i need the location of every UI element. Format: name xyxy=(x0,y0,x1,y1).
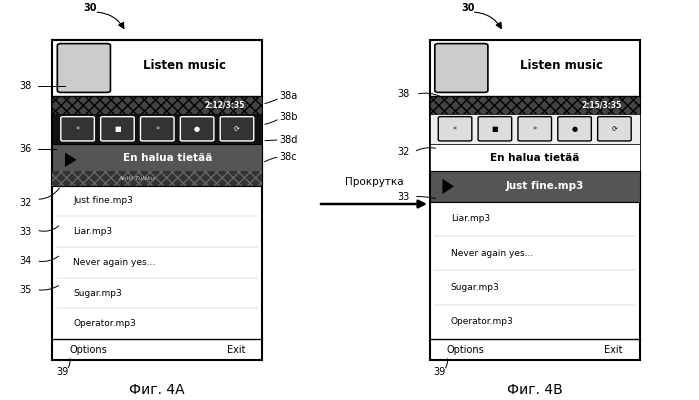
Text: Operator.mp3: Operator.mp3 xyxy=(451,318,514,326)
Text: Never again yes...: Never again yes... xyxy=(451,249,533,258)
Bar xyxy=(52,40,262,360)
Text: Exit: Exit xyxy=(605,345,623,355)
Text: Liar.mp3: Liar.mp3 xyxy=(73,227,113,236)
Text: En halua tietää: En halua tietää xyxy=(490,153,579,163)
Text: 2:15/3:35: 2:15/3:35 xyxy=(582,100,622,109)
Text: Фиг. 4B: Фиг. 4B xyxy=(507,383,563,397)
Text: 38: 38 xyxy=(397,89,410,99)
Text: ⟳: ⟳ xyxy=(234,126,240,132)
Text: 36: 36 xyxy=(20,144,32,154)
Text: Options: Options xyxy=(69,345,107,355)
Text: Sugar.mp3: Sugar.mp3 xyxy=(73,289,122,298)
Bar xyxy=(430,171,640,202)
Text: Exit: Exit xyxy=(227,345,245,355)
Text: 34: 34 xyxy=(20,256,32,266)
Text: Liar.mp3: Liar.mp3 xyxy=(451,214,490,223)
Text: 35: 35 xyxy=(20,285,32,294)
Text: Just fine.mp3: Just fine.mp3 xyxy=(73,196,134,206)
Text: Listen music: Listen music xyxy=(521,59,603,72)
Text: 30: 30 xyxy=(461,3,475,13)
FancyBboxPatch shape xyxy=(61,117,94,141)
Text: «: « xyxy=(75,126,80,132)
Text: 39: 39 xyxy=(56,367,69,377)
Text: 38d: 38d xyxy=(280,135,298,145)
Bar xyxy=(52,171,262,186)
Bar xyxy=(52,96,262,114)
Text: ■: ■ xyxy=(491,126,498,132)
Text: 2:12/3:35: 2:12/3:35 xyxy=(204,100,245,109)
Polygon shape xyxy=(65,152,77,167)
Bar xyxy=(52,114,262,144)
Text: Just fine.mp3: Just fine.mp3 xyxy=(506,182,584,192)
Text: Фиг. 4A: Фиг. 4A xyxy=(129,383,185,397)
Bar xyxy=(52,171,262,186)
FancyBboxPatch shape xyxy=(518,117,552,141)
FancyBboxPatch shape xyxy=(435,44,488,92)
Bar xyxy=(430,144,640,171)
Bar xyxy=(430,96,640,114)
Text: 30: 30 xyxy=(83,3,97,13)
Bar xyxy=(430,114,640,144)
Text: 39: 39 xyxy=(433,367,446,377)
Bar xyxy=(52,144,262,186)
Text: En halua tietää: En halua tietää xyxy=(123,153,212,163)
Text: »: » xyxy=(155,126,159,132)
Text: 38a: 38a xyxy=(280,91,298,101)
FancyBboxPatch shape xyxy=(558,117,591,141)
Bar xyxy=(430,96,640,114)
Text: ●: ● xyxy=(572,126,577,132)
FancyBboxPatch shape xyxy=(101,117,134,141)
Text: Listen music: Listen music xyxy=(143,59,226,72)
FancyBboxPatch shape xyxy=(140,117,174,141)
FancyBboxPatch shape xyxy=(180,117,214,141)
Text: 33: 33 xyxy=(20,227,32,237)
Text: Прокрутка: Прокрутка xyxy=(345,177,403,187)
Bar xyxy=(52,144,262,186)
Bar xyxy=(430,171,640,202)
Text: Never again yes...: Never again yes... xyxy=(73,258,156,267)
FancyBboxPatch shape xyxy=(598,117,631,141)
Text: Sugar.mp3: Sugar.mp3 xyxy=(451,283,500,292)
FancyBboxPatch shape xyxy=(438,117,472,141)
Text: Options: Options xyxy=(447,345,484,355)
Text: 33: 33 xyxy=(397,192,410,202)
FancyBboxPatch shape xyxy=(57,44,110,92)
Text: ■: ■ xyxy=(114,126,121,132)
Text: «: « xyxy=(453,126,457,132)
Text: 38c: 38c xyxy=(280,152,297,162)
Text: 32: 32 xyxy=(397,147,410,157)
Text: ⟳: ⟳ xyxy=(612,126,617,132)
Text: Antti Tuisku: Antti Tuisku xyxy=(118,176,154,181)
Bar xyxy=(52,96,262,114)
FancyBboxPatch shape xyxy=(478,117,512,141)
Text: »: » xyxy=(533,126,537,132)
Text: 32: 32 xyxy=(20,198,32,208)
Text: Operator.mp3: Operator.mp3 xyxy=(73,319,136,328)
Polygon shape xyxy=(442,179,454,194)
Bar xyxy=(430,40,640,360)
FancyBboxPatch shape xyxy=(220,117,254,141)
Text: 38: 38 xyxy=(20,81,32,91)
Text: 38b: 38b xyxy=(280,112,298,122)
Text: ●: ● xyxy=(194,126,200,132)
